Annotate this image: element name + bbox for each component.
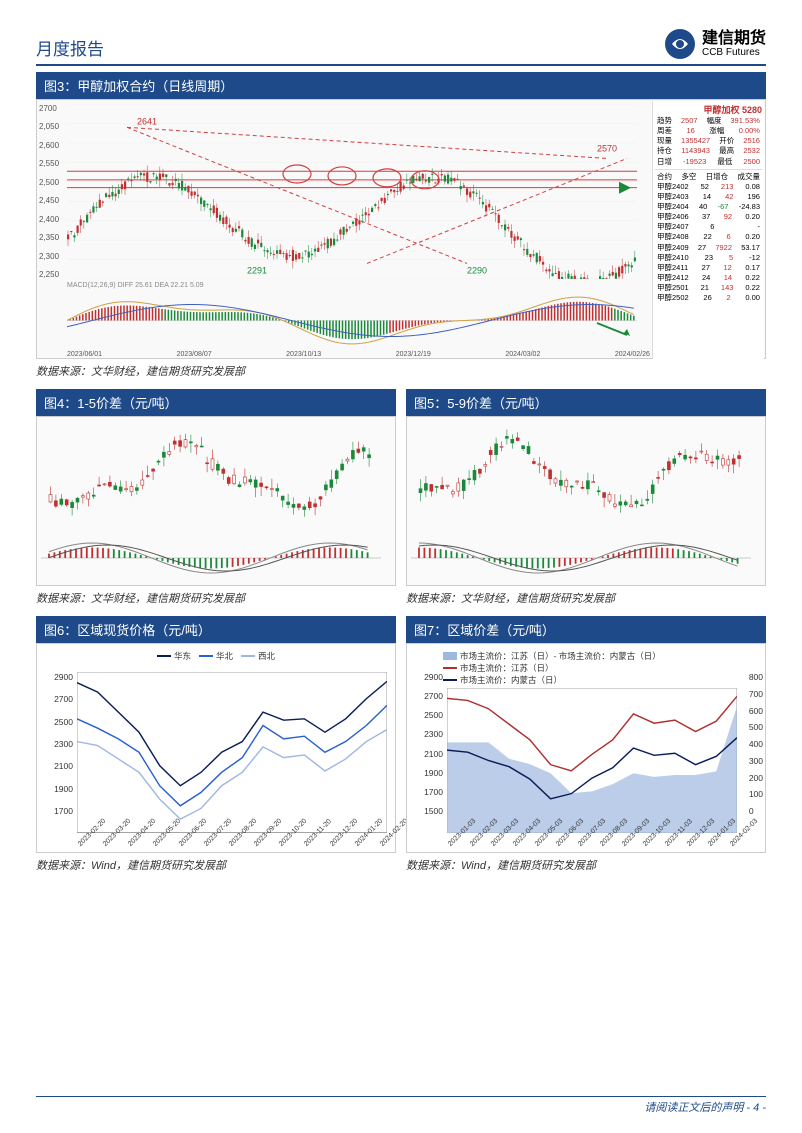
- fig5-title: 图5：5-9价差（元/吨）: [406, 389, 766, 416]
- fig4-source: 数据来源：文华财经，建信期货研究发展部: [36, 590, 396, 606]
- fig4-chart: [36, 416, 396, 586]
- fig3-source: 数据来源：文华财经，建信期货研究发展部: [36, 363, 766, 379]
- fig3-chart: 27002,0502,6002,5502,5002,4502,4002,3502…: [36, 99, 766, 359]
- fig3-info-panel: 甲醇加权 5280趋势2507幅度391.53%周差16涨幅0.00%现量135…: [652, 101, 764, 359]
- ccb-logo-icon: [664, 28, 696, 60]
- svg-text:2570: 2570: [597, 144, 617, 154]
- fig5-source: 数据来源：文华财经，建信期货研究发展部: [406, 590, 766, 606]
- fig7-title: 图7：区域价差（元/吨）: [406, 616, 766, 643]
- fig6-title: 图6：区域现货价格（元/吨）: [36, 616, 396, 643]
- fig6-chart: 华东华北西北 2900270025002300210019001700 2023…: [36, 643, 396, 853]
- svg-text:2290: 2290: [467, 265, 487, 275]
- logo-chinese: 建信期货: [702, 30, 766, 48]
- fig7-chart: 市场主流价：江苏（日）- 市场主流价：内蒙古（日）市场主流价：江苏（日）市场主流…: [406, 643, 766, 853]
- svg-text:2291: 2291: [247, 265, 267, 275]
- page-header: 月度报告 建信期货 CCB Futures: [36, 28, 766, 66]
- report-type: 月度报告: [36, 35, 104, 60]
- fig4-title: 图4：1-5价差（元/吨）: [36, 389, 396, 416]
- fig5-chart: [406, 416, 766, 586]
- page-footer: 请阅读正文后的声明 - 4 -: [644, 1099, 766, 1115]
- footer-divider: [36, 1096, 766, 1098]
- macd-label: MACD(12,26,9) DIFF 25.61 DEA 22.21 5.09: [67, 282, 204, 289]
- logo-english: CCB Futures: [702, 47, 766, 58]
- svg-text:2641: 2641: [137, 116, 157, 126]
- fig7-source: 数据来源：Wind，建信期货研究发展部: [406, 857, 766, 873]
- fig3-title: 图3：甲醇加权合约（日线周期）: [36, 72, 766, 99]
- fig6-source: 数据来源：Wind，建信期货研究发展部: [36, 857, 396, 873]
- company-logo: 建信期货 CCB Futures: [664, 28, 766, 60]
